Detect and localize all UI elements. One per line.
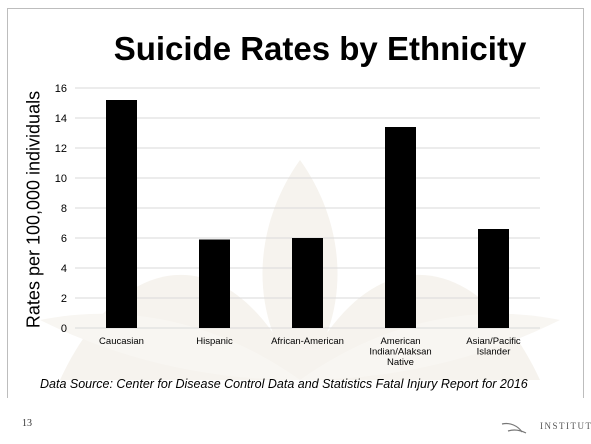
page-number: 13 bbox=[22, 418, 32, 429]
y-tick-label: 2 bbox=[61, 293, 67, 305]
bar bbox=[106, 100, 137, 328]
x-tick-label: Native bbox=[387, 357, 414, 368]
x-tick-labels: Caucasian Hispanic African-American America… bbox=[99, 336, 521, 368]
y-tick-label: 10 bbox=[55, 173, 67, 185]
y-tick-label: 12 bbox=[55, 143, 67, 155]
bar bbox=[292, 238, 323, 328]
chart-title: Suicide Rates by Ethnicity bbox=[113, 30, 527, 67]
x-tick-label: Caucasian bbox=[99, 336, 144, 347]
x-tick-label: African-American bbox=[271, 336, 344, 347]
footer-logo-text: INSTITUTE bbox=[540, 421, 591, 431]
y-tick-label: 0 bbox=[61, 323, 67, 335]
x-tick-label: Asian/Pacific bbox=[466, 336, 521, 347]
swoosh-logo-icon bbox=[501, 422, 527, 434]
bar bbox=[478, 229, 509, 328]
x-tick-label: Islander bbox=[477, 347, 511, 358]
bar bbox=[385, 127, 416, 328]
x-tick-label: Indian/Alaksan bbox=[369, 347, 431, 358]
y-tick-label: 4 bbox=[61, 263, 67, 275]
footer-logo: INSTITUTE bbox=[500, 420, 591, 436]
slide-frame bbox=[7, 8, 584, 398]
y-tick-label: 8 bbox=[61, 203, 67, 215]
y-tick-label: 16 bbox=[55, 83, 67, 95]
y-tick-label: 14 bbox=[55, 113, 67, 125]
data-source-note: Data Source: Center for Disease Control … bbox=[40, 377, 528, 391]
bars bbox=[106, 100, 509, 328]
bar bbox=[199, 239, 230, 328]
x-tick-label: American bbox=[380, 336, 420, 347]
y-tick-label: 6 bbox=[61, 233, 67, 245]
y-tick-labels: 0 2 4 6 8 10 12 14 16 bbox=[55, 83, 67, 335]
x-tick-label: Hispanic bbox=[196, 336, 233, 347]
